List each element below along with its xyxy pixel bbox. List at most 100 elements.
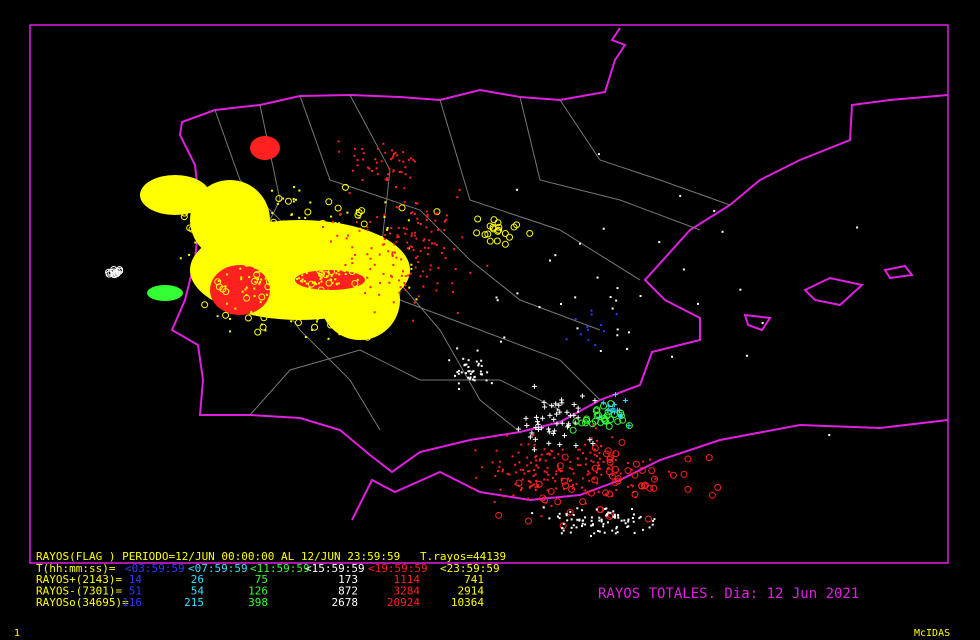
strike xyxy=(277,248,285,256)
strike xyxy=(540,515,543,518)
strike xyxy=(391,275,394,278)
strike xyxy=(270,298,278,306)
strike xyxy=(462,357,465,360)
strike xyxy=(284,285,287,288)
strike xyxy=(362,158,365,161)
strike xyxy=(330,230,333,233)
strike xyxy=(515,471,518,474)
strike xyxy=(227,255,230,258)
strike xyxy=(227,198,230,201)
strike xyxy=(616,334,619,337)
strike xyxy=(590,309,593,312)
strike xyxy=(384,178,387,181)
strike xyxy=(351,246,354,249)
strike xyxy=(295,262,298,265)
strike xyxy=(642,460,645,463)
strike xyxy=(276,255,279,258)
strike xyxy=(329,256,332,259)
strike xyxy=(284,250,292,258)
strike xyxy=(301,267,304,270)
strike xyxy=(300,233,303,236)
strike xyxy=(350,245,353,248)
strike xyxy=(290,213,293,216)
strike xyxy=(348,317,356,325)
strike xyxy=(607,454,615,462)
strike xyxy=(380,160,383,163)
strike xyxy=(631,517,634,520)
strike xyxy=(519,489,522,492)
strike xyxy=(270,256,273,259)
strike xyxy=(467,366,470,369)
strike xyxy=(550,504,553,507)
strike xyxy=(469,271,472,274)
strike xyxy=(569,426,577,434)
strike xyxy=(303,250,311,258)
strike xyxy=(575,483,578,486)
strike xyxy=(271,212,274,215)
strike xyxy=(306,250,309,253)
strike xyxy=(554,421,560,427)
strike xyxy=(311,281,314,284)
strike xyxy=(522,468,525,471)
strike xyxy=(532,483,535,486)
strike xyxy=(378,253,381,256)
strike xyxy=(307,289,310,292)
strike xyxy=(270,218,278,226)
strike xyxy=(550,430,556,436)
strike xyxy=(255,200,258,203)
strike xyxy=(240,199,248,207)
strike xyxy=(325,267,328,270)
strike xyxy=(560,477,568,485)
strike xyxy=(560,469,563,472)
strike xyxy=(253,271,261,279)
strike xyxy=(407,219,410,222)
strike xyxy=(632,460,640,468)
strike xyxy=(557,467,560,470)
strike xyxy=(412,249,415,252)
strike xyxy=(349,333,352,336)
strike xyxy=(505,434,508,437)
strike xyxy=(260,241,268,249)
strike xyxy=(761,322,764,325)
strike xyxy=(471,370,474,373)
strike xyxy=(256,206,259,209)
strike xyxy=(514,463,517,466)
strike xyxy=(537,466,540,469)
strike xyxy=(208,236,211,239)
strike xyxy=(568,485,576,493)
strike xyxy=(353,256,356,259)
strike xyxy=(243,237,246,240)
strike xyxy=(486,371,489,374)
strike xyxy=(540,453,543,456)
strike xyxy=(403,282,406,285)
strike xyxy=(301,229,304,232)
strike xyxy=(547,473,550,476)
strike xyxy=(195,267,203,275)
strike xyxy=(313,302,316,305)
strike xyxy=(443,247,446,250)
strike xyxy=(398,170,401,173)
strike xyxy=(318,273,321,276)
strike xyxy=(397,206,400,209)
strike xyxy=(282,267,285,270)
strike-area xyxy=(147,285,183,301)
strike xyxy=(356,242,359,245)
strike xyxy=(477,364,480,367)
strike xyxy=(592,407,600,415)
strike xyxy=(330,266,333,269)
strike xyxy=(463,363,466,366)
strike xyxy=(526,464,529,467)
strike xyxy=(479,373,482,376)
strike xyxy=(336,260,344,268)
strike xyxy=(605,422,613,430)
strike xyxy=(202,234,210,242)
strike xyxy=(426,213,429,216)
strike xyxy=(389,232,392,235)
strike xyxy=(354,147,357,150)
strike xyxy=(280,288,283,291)
strike xyxy=(181,209,189,217)
strike xyxy=(437,228,440,231)
strike xyxy=(409,245,412,248)
strike xyxy=(535,427,541,433)
strike xyxy=(590,437,593,440)
